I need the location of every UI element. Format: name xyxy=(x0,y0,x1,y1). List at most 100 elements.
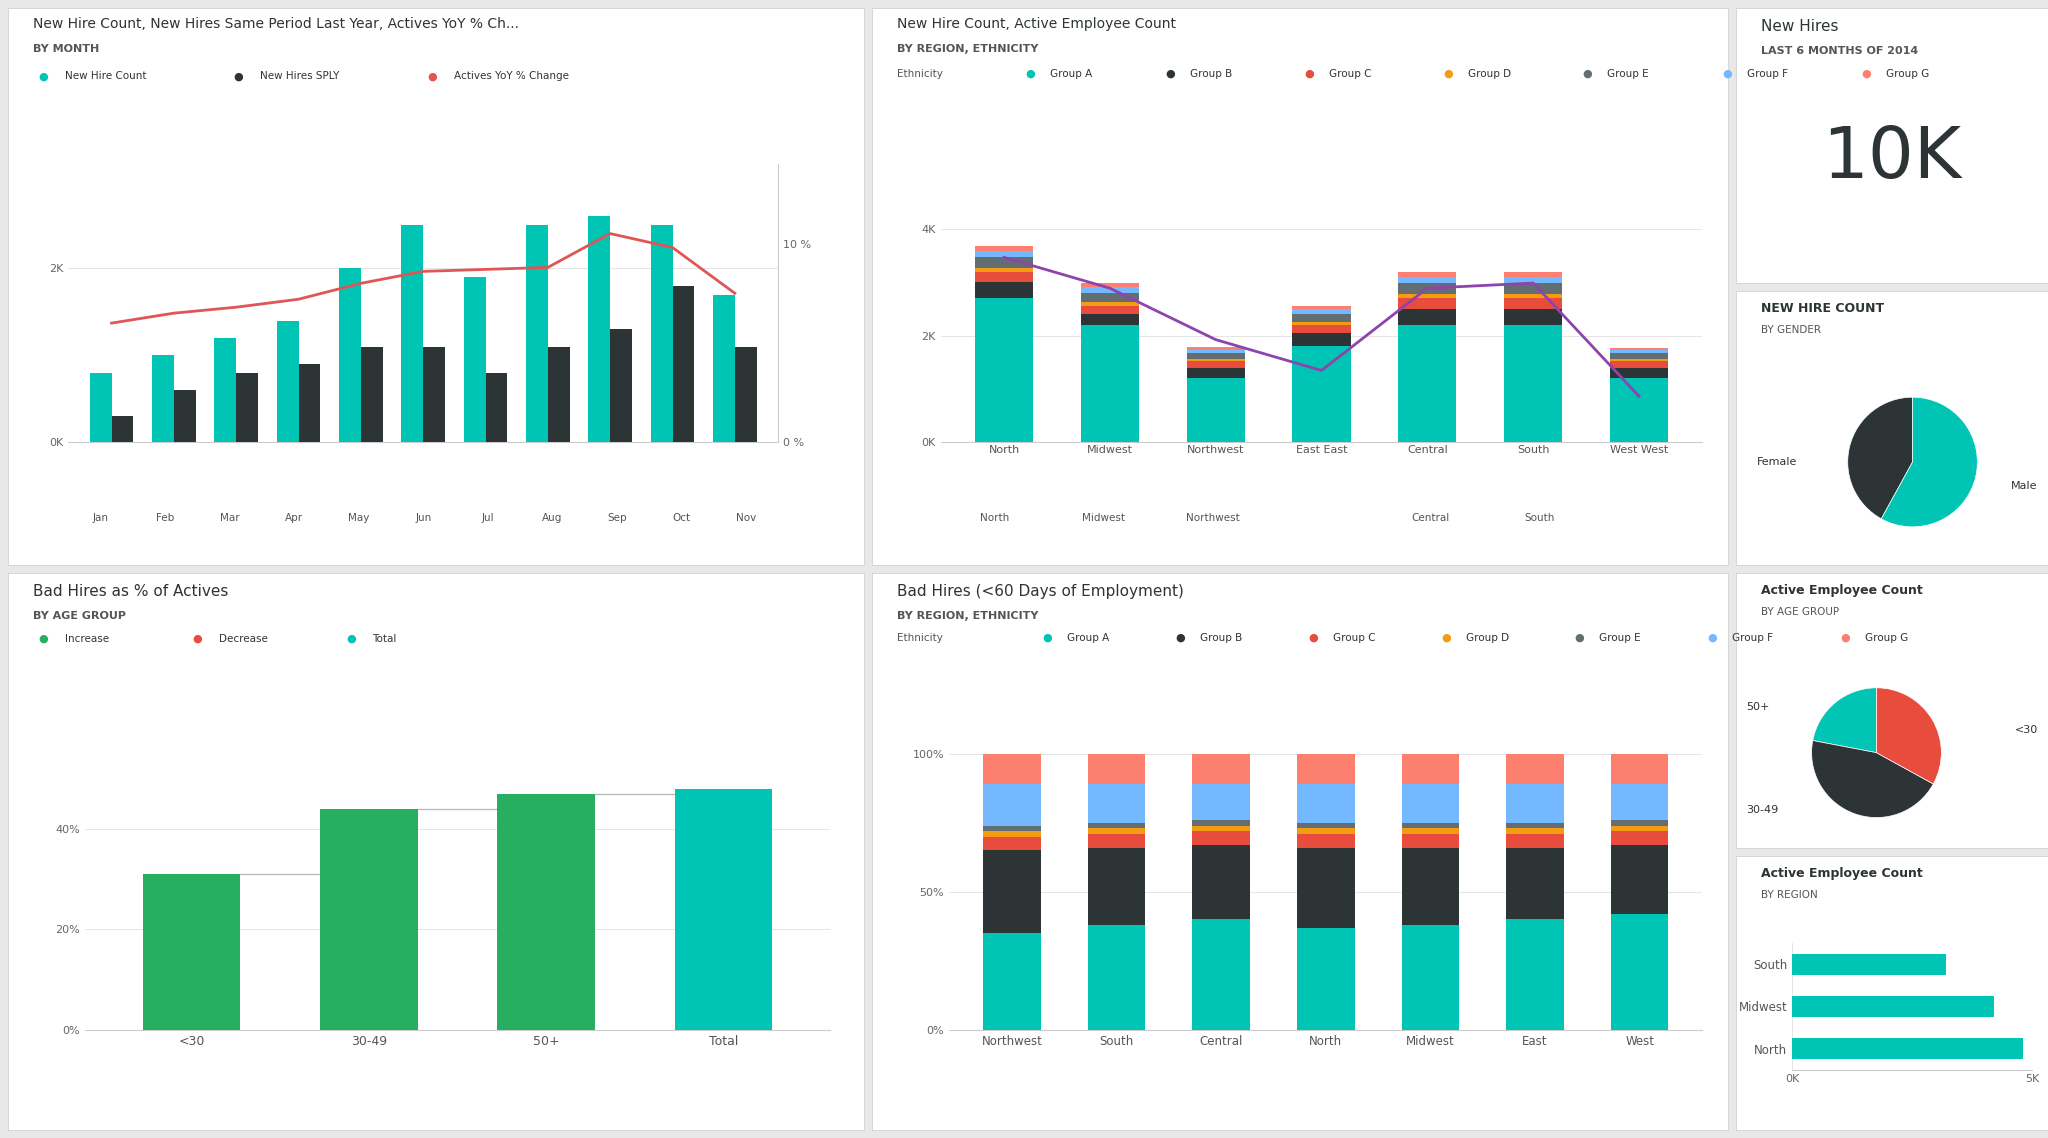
Bar xyxy=(1399,272,1456,277)
Bar xyxy=(1792,996,1995,1017)
Text: New Hire Count, Active Employee Count: New Hire Count, Active Employee Count xyxy=(897,17,1176,31)
Wedge shape xyxy=(1812,687,1876,752)
Text: ●: ● xyxy=(193,634,203,644)
Bar xyxy=(713,295,735,443)
Text: New Hire Count: New Hire Count xyxy=(66,72,147,81)
Bar xyxy=(1292,322,1350,324)
Text: Increase: Increase xyxy=(66,634,109,644)
Bar xyxy=(1292,306,1350,310)
Bar xyxy=(1610,353,1667,358)
Bar xyxy=(1081,314,1139,324)
Bar xyxy=(983,753,1040,784)
Text: Total: Total xyxy=(373,634,397,644)
Text: Jul: Jul xyxy=(481,512,494,522)
Text: Oct: Oct xyxy=(672,512,690,522)
Text: Feb: Feb xyxy=(156,512,174,522)
Bar xyxy=(152,355,174,443)
Bar xyxy=(983,831,1040,836)
Bar xyxy=(1401,828,1458,834)
Text: ●: ● xyxy=(1309,633,1319,643)
Bar xyxy=(1503,298,1563,308)
Bar xyxy=(1296,823,1354,828)
Bar xyxy=(1087,834,1145,848)
Wedge shape xyxy=(1812,741,1933,817)
Bar xyxy=(1292,314,1350,322)
Text: BY GENDER: BY GENDER xyxy=(1761,324,1821,335)
Text: Group B: Group B xyxy=(1190,69,1231,79)
Bar xyxy=(1292,332,1350,346)
Text: Group D: Group D xyxy=(1468,69,1511,79)
Bar xyxy=(1292,346,1350,443)
Bar xyxy=(1505,920,1565,1030)
Bar xyxy=(1087,925,1145,1030)
Bar xyxy=(1087,753,1145,784)
Bar xyxy=(1503,277,1563,283)
Bar xyxy=(276,321,299,443)
Bar xyxy=(1610,361,1667,368)
Text: ●: ● xyxy=(1583,69,1593,79)
Text: New Hires SPLY: New Hires SPLY xyxy=(260,72,340,81)
Text: NEW HIRE COUNT: NEW HIRE COUNT xyxy=(1761,302,1884,315)
Text: ●: ● xyxy=(1042,633,1053,643)
Bar xyxy=(340,269,360,443)
Bar xyxy=(1612,831,1669,844)
Bar xyxy=(1296,927,1354,1030)
Text: ●: ● xyxy=(233,72,244,81)
Text: Female: Female xyxy=(1757,457,1796,467)
Bar xyxy=(610,329,633,443)
Bar xyxy=(1610,351,1667,353)
Bar xyxy=(1292,310,1350,314)
Bar xyxy=(143,874,240,1030)
Text: Group G: Group G xyxy=(1886,69,1929,79)
Bar xyxy=(1399,324,1456,443)
Text: <30: <30 xyxy=(2015,725,2038,735)
Text: Group E: Group E xyxy=(1599,633,1640,643)
Bar xyxy=(975,246,1032,251)
Bar xyxy=(975,272,1032,282)
Bar xyxy=(1505,753,1565,784)
Bar xyxy=(1399,283,1456,294)
Bar xyxy=(1399,294,1456,298)
Text: Group A: Group A xyxy=(1067,633,1108,643)
Bar xyxy=(983,836,1040,850)
Wedge shape xyxy=(1882,397,1978,527)
Bar xyxy=(1192,753,1249,784)
Bar xyxy=(1296,784,1354,823)
Text: Active Employee Count: Active Employee Count xyxy=(1761,867,1923,880)
Bar xyxy=(360,347,383,443)
Text: ●: ● xyxy=(428,72,438,81)
Bar xyxy=(1401,823,1458,828)
Bar xyxy=(1399,298,1456,308)
Bar xyxy=(1401,834,1458,848)
Bar xyxy=(975,269,1032,272)
Bar xyxy=(1503,294,1563,298)
Text: May: May xyxy=(348,512,369,522)
Bar xyxy=(1610,358,1667,361)
Bar xyxy=(1792,954,1946,975)
Text: BY REGION: BY REGION xyxy=(1761,890,1817,900)
Bar xyxy=(1186,353,1245,358)
Text: BY AGE GROUP: BY AGE GROUP xyxy=(33,611,125,620)
Bar xyxy=(1401,784,1458,823)
Text: ●: ● xyxy=(39,72,49,81)
Bar xyxy=(1186,358,1245,361)
Bar xyxy=(1503,272,1563,277)
Bar xyxy=(1505,823,1565,828)
Text: Group D: Group D xyxy=(1466,633,1509,643)
Bar xyxy=(1186,361,1245,368)
Bar xyxy=(975,251,1032,257)
Bar xyxy=(975,298,1032,443)
Bar xyxy=(975,257,1032,269)
Bar xyxy=(1505,848,1565,920)
Bar xyxy=(319,809,418,1030)
Wedge shape xyxy=(1847,397,1913,519)
Bar xyxy=(1612,844,1669,914)
Bar xyxy=(1081,292,1139,303)
Text: Bad Hires (<60 Days of Employment): Bad Hires (<60 Days of Employment) xyxy=(897,585,1184,600)
Bar xyxy=(1087,823,1145,828)
Text: ●: ● xyxy=(1305,69,1315,79)
Text: ●: ● xyxy=(1444,69,1454,79)
Bar xyxy=(1612,825,1669,831)
Text: BY AGE GROUP: BY AGE GROUP xyxy=(1761,608,1839,617)
Bar xyxy=(1503,324,1563,443)
